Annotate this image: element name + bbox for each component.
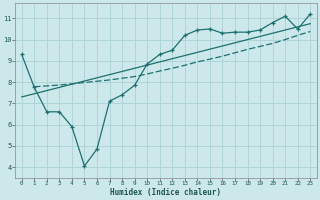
X-axis label: Humidex (Indice chaleur): Humidex (Indice chaleur) [110, 188, 221, 197]
